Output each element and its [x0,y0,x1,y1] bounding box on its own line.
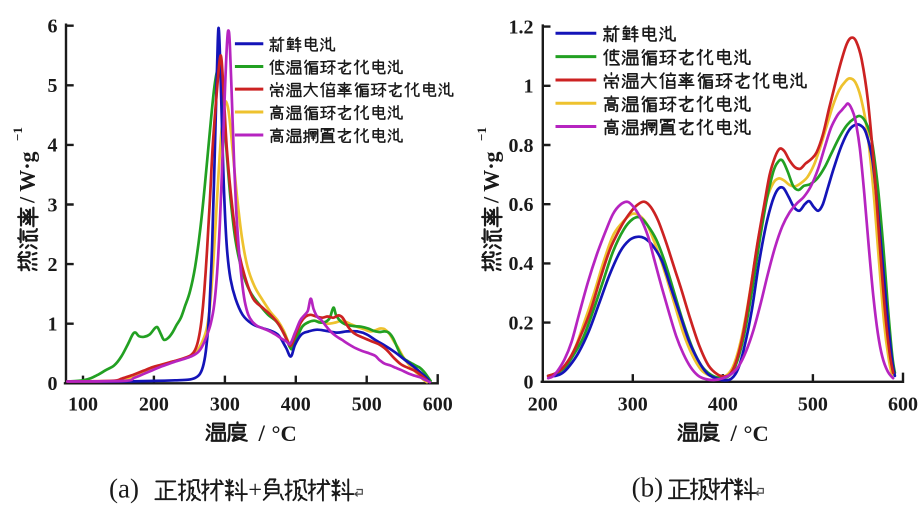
svg-text:300: 300 [618,394,648,416]
svg-text:300: 300 [210,394,240,416]
svg-text:−1: −1 [10,127,25,141]
svg-text:/ W·g: / W·g [15,151,40,204]
svg-text:200: 200 [528,394,558,416]
svg-text:100: 100 [68,394,98,416]
svg-text:0.2: 0.2 [509,312,534,334]
svg-text:−1: −1 [474,127,489,141]
svg-text:6: 6 [48,16,58,38]
svg-text:0: 0 [48,373,58,395]
svg-text:1.2: 1.2 [509,16,534,38]
svg-text:/: / [730,421,738,446]
svg-text:(a): (a) [109,474,139,504]
svg-text:400: 400 [281,394,311,416]
svg-text:/ W·g: / W·g [479,151,504,204]
svg-text:200: 200 [139,394,169,416]
svg-text:1: 1 [48,314,58,336]
svg-text:3: 3 [48,194,58,216]
svg-text:500: 500 [352,394,382,416]
svg-text:4: 4 [48,135,58,157]
svg-text:600: 600 [423,394,453,416]
svg-text:600: 600 [888,394,918,416]
svg-text:0.6: 0.6 [509,194,534,216]
svg-text:400: 400 [708,394,738,416]
svg-text:°C: °C [272,421,297,446]
svg-text:°C: °C [744,421,769,446]
svg-text:5: 5 [48,75,58,97]
svg-text:(b): (b) [632,473,663,503]
svg-text:1: 1 [524,76,534,98]
svg-text:/: / [258,421,266,446]
svg-text:0: 0 [524,372,534,394]
svg-text:+: + [248,477,262,504]
svg-text:0.4: 0.4 [509,253,534,275]
svg-text:500: 500 [798,394,828,416]
svg-text:2: 2 [48,254,58,276]
svg-text:0.8: 0.8 [509,135,534,157]
